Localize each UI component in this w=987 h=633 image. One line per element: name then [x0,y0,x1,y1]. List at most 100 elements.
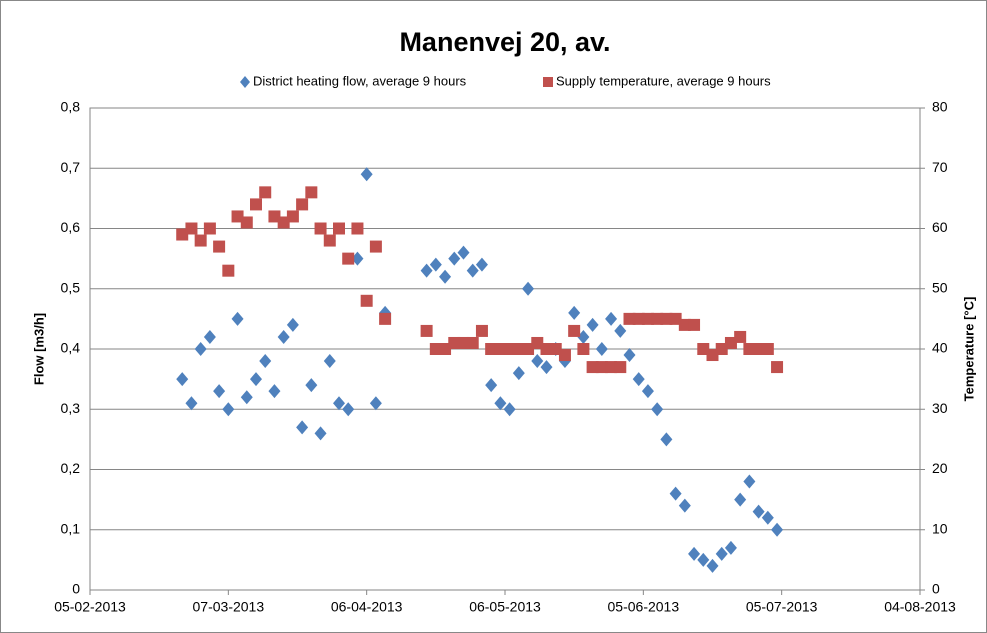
y-tick-label: 0 [72,581,80,597]
data-point [342,402,355,417]
data-point [185,222,198,235]
data-point [503,402,516,417]
data-point [222,264,235,277]
data-point [259,186,272,199]
data-point [669,486,682,501]
data-point [240,390,253,405]
data-point [314,222,327,235]
data-point [360,167,373,182]
data-point [176,372,189,387]
y-tick-label: 0,2 [61,460,81,476]
data-point [457,245,470,260]
y-axis-label: Flow [m3/h] [31,313,46,385]
data-point [333,222,345,235]
data-point [342,252,355,265]
data-point [595,361,608,374]
data-point [379,312,392,325]
data-point [558,349,571,362]
data-point [369,396,382,411]
data-point [314,426,327,441]
data-point [231,210,244,223]
data-point [305,378,318,393]
data-point [586,317,599,332]
data-point [512,343,525,355]
data-point [614,323,627,338]
y2-tick-label: 60 [932,219,948,235]
data-point [632,372,645,387]
data-point [752,343,765,355]
y2-tick-label: 50 [932,279,948,295]
data-point [605,361,618,374]
data-point [531,336,544,349]
data-point [540,343,553,355]
plot-border [89,107,921,591]
data-point [351,222,364,235]
data-point [439,269,452,284]
data-point [540,360,553,375]
data-point [651,402,664,417]
data-point [715,546,728,561]
data-point [268,384,281,399]
data-point [323,234,336,247]
data-point [522,281,535,296]
data-point [369,240,382,253]
data-point [586,361,599,374]
legend-label: Supply temperature, average 9 hours [556,73,771,88]
data-point [660,312,673,325]
data-point [669,312,682,325]
y-tick-label: 0,8 [61,99,81,115]
data-point [632,312,645,325]
y-tick-label: 0,6 [61,219,81,235]
y-tick-label: 0,7 [61,159,81,175]
x-tick-label: 05-02-2013 [54,599,126,615]
y-tick-label: 0,3 [61,400,81,416]
data-point [614,361,627,374]
data-point [277,216,290,229]
data-point [568,305,581,320]
x-tick-label: 06-05-2013 [469,599,541,615]
legend-swatch [543,77,553,87]
data-point [577,329,590,344]
data-point [203,329,216,344]
data-point [494,343,507,355]
data-point [512,366,525,381]
data-point [743,474,756,489]
data-point [296,198,309,211]
data-point [250,198,262,211]
data-point [485,378,498,393]
data-point [323,354,336,369]
data-point [494,396,507,411]
y2-tick-label: 20 [932,460,948,476]
data-point [706,558,719,573]
data-point [203,222,216,235]
data-point [485,343,498,355]
data-point [724,336,737,349]
x-tick-label: 05-07-2013 [746,599,818,615]
y-tick-label: 0,4 [61,340,81,356]
y2-axis-label: Temperature [°C] [961,297,976,402]
data-point [475,257,488,272]
data-point [420,324,433,337]
data-point [466,336,479,349]
x-tick-label: 07-03-2013 [193,599,265,615]
data-point [475,324,488,337]
data-point [231,311,244,326]
data-point [724,540,737,555]
data-point [706,349,719,362]
data-point [333,396,345,411]
data-point [660,432,673,447]
data-point [277,329,290,344]
y2-tick-label: 0 [932,581,940,597]
data-point [771,522,784,537]
data-point [222,402,235,417]
data-point [641,312,654,325]
data-point [743,343,756,355]
data-point [697,552,710,567]
data-point [250,372,262,387]
y-tick-label: 0,1 [61,520,81,536]
data-point [697,343,710,355]
data-point [176,228,189,241]
data-point [531,354,544,369]
